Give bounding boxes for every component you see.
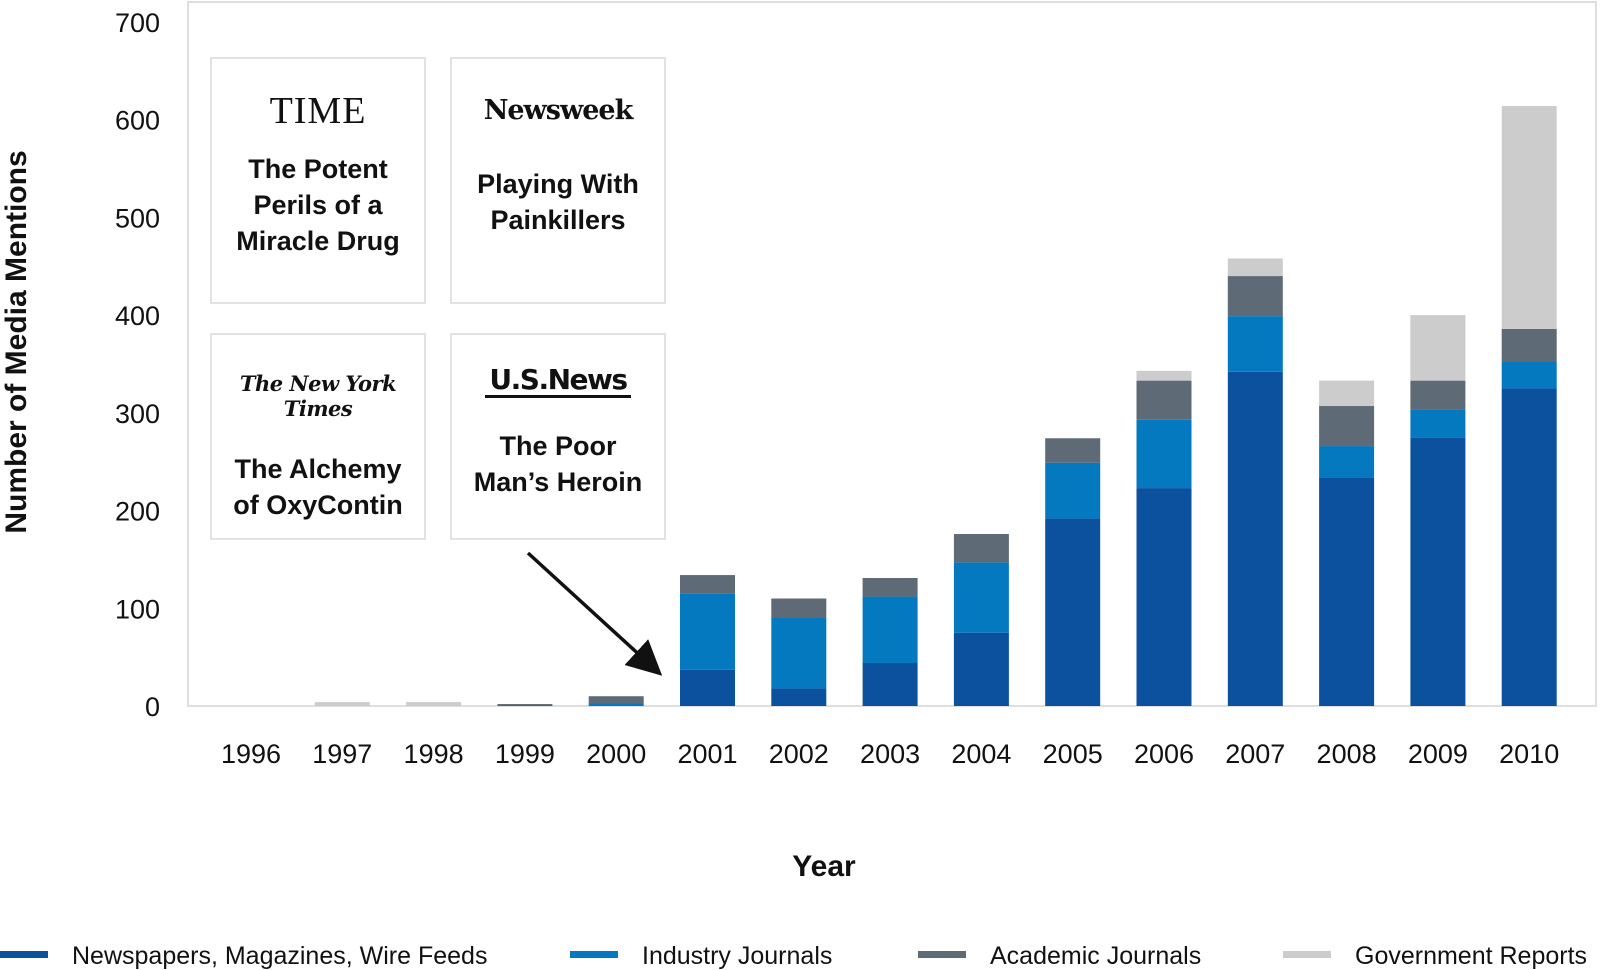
bar-segment bbox=[588, 703, 644, 706]
bar-segment bbox=[1227, 316, 1283, 372]
bar-segment bbox=[771, 617, 827, 689]
bar-segment bbox=[1045, 438, 1101, 463]
bar-segment bbox=[1227, 371, 1283, 706]
y-tick-label: 0 bbox=[145, 692, 160, 722]
bars bbox=[314, 106, 1557, 706]
legend-swatch bbox=[570, 951, 618, 958]
bar-segment bbox=[680, 575, 735, 594]
bar-segment bbox=[1136, 370, 1192, 381]
y-tick-label: 700 bbox=[115, 8, 160, 38]
x-tick-label: 2004 bbox=[951, 739, 1011, 769]
x-tick-label: 2008 bbox=[1317, 739, 1377, 769]
x-tick-label: 2002 bbox=[769, 739, 829, 769]
bar-segment bbox=[497, 705, 553, 706]
bar-segment bbox=[680, 593, 735, 670]
bar-segment bbox=[1136, 488, 1192, 706]
inset-headline-line: The Poor bbox=[499, 431, 617, 461]
bar-segment bbox=[1045, 462, 1101, 519]
legend-swatch bbox=[1283, 951, 1331, 958]
legend-swatch bbox=[918, 951, 966, 958]
bar-segment bbox=[588, 696, 644, 704]
inset-headline-line: Playing With bbox=[477, 169, 639, 199]
bar-segment bbox=[406, 702, 462, 706]
bar-segment bbox=[1227, 276, 1283, 317]
inset-headline-line: The Potent bbox=[248, 154, 388, 184]
bar-segment bbox=[862, 577, 918, 597]
bar-segment bbox=[1501, 328, 1557, 362]
inset-usnews: U.S.News The Poor Man’s Heroin bbox=[450, 333, 666, 540]
x-tick-label: 2006 bbox=[1134, 739, 1194, 769]
bar-segment bbox=[771, 598, 827, 618]
inset-time: TIME The Potent Perils of a Miracle Drug bbox=[210, 57, 426, 304]
bar-segment bbox=[771, 688, 827, 706]
inset-newsweek: Newsweek Playing With Painkillers bbox=[450, 57, 666, 304]
inset-nyt: The New York Times The Alchemy of OxyCon… bbox=[210, 333, 426, 540]
bar-segment bbox=[1410, 315, 1466, 381]
newsweek-logo: Newsweek bbox=[483, 95, 634, 126]
y-tick-label: 400 bbox=[115, 301, 160, 331]
y-axis-title: Number of Media Mentions bbox=[0, 150, 33, 533]
bar-segment bbox=[1410, 380, 1466, 410]
bar-segment bbox=[1501, 361, 1557, 389]
bar-segment bbox=[1319, 477, 1375, 706]
y-tick-label: 100 bbox=[115, 594, 160, 624]
y-tick-label: 300 bbox=[115, 399, 160, 429]
bar-segment bbox=[1501, 388, 1557, 706]
legend-label: Government Reports bbox=[1355, 942, 1587, 970]
nyt-logo: The New York Times bbox=[239, 371, 397, 421]
bar-segment bbox=[862, 663, 918, 706]
annotation-arrow bbox=[526, 551, 663, 676]
y-axis-ticks: 0 100 200 300 400 500 600 700 bbox=[115, 8, 160, 722]
legend-label: Newspapers, Magazines, Wire Feeds bbox=[72, 942, 487, 970]
bar-segment bbox=[314, 702, 370, 706]
bar-segment bbox=[680, 669, 735, 706]
bar-segment bbox=[862, 596, 918, 664]
bar-segment bbox=[1410, 437, 1466, 706]
bar-segment bbox=[1319, 446, 1375, 478]
inset-headline-line: Man’s Heroin bbox=[473, 467, 643, 497]
bar-segment bbox=[1136, 419, 1192, 489]
usnews-logo: U.S.News bbox=[485, 365, 631, 398]
x-tick-label: 2003 bbox=[860, 739, 920, 769]
legend: Newspapers, Magazines, Wire Feeds Industr… bbox=[0, 942, 1587, 970]
inset-headline-line: of OxyContin bbox=[233, 490, 403, 520]
inset-headline-line: Perils of a bbox=[253, 190, 383, 220]
x-axis-ticks: 1996 1997 1998 1999 2000 2001 2002 2003 2004 2005… bbox=[221, 739, 1559, 769]
bar-segment bbox=[1319, 380, 1375, 407]
time-logo: TIME bbox=[269, 90, 367, 132]
y-tick-label: 500 bbox=[115, 203, 160, 233]
bar-segment bbox=[1227, 258, 1283, 277]
x-tick-label: 2007 bbox=[1225, 739, 1285, 769]
x-tick-label: 2000 bbox=[586, 739, 646, 769]
y-tick-label: 600 bbox=[115, 106, 160, 136]
y-tick-label: 200 bbox=[115, 497, 160, 527]
x-axis-title: Year bbox=[792, 850, 856, 883]
legend-label: Academic Journals bbox=[990, 942, 1201, 970]
x-tick-label: 2001 bbox=[677, 739, 737, 769]
x-tick-label: 2005 bbox=[1043, 739, 1103, 769]
x-tick-label: 1998 bbox=[404, 739, 464, 769]
legend-swatch bbox=[0, 951, 48, 958]
inset-headline-line: The Alchemy bbox=[234, 454, 402, 484]
x-tick-label: 2009 bbox=[1408, 739, 1468, 769]
legend-label: Industry Journals bbox=[642, 942, 832, 970]
x-tick-label: 1997 bbox=[312, 739, 372, 769]
bar-segment bbox=[953, 534, 1009, 563]
bar-segment bbox=[1045, 518, 1101, 706]
bar-segment bbox=[953, 562, 1009, 633]
x-tick-label: 1996 bbox=[221, 739, 281, 769]
bar-segment bbox=[1501, 106, 1557, 329]
bar-segment bbox=[953, 632, 1009, 706]
inset-headline-line: Painkillers bbox=[490, 205, 626, 235]
bar-segment bbox=[1319, 406, 1375, 447]
bar-segment bbox=[1410, 409, 1466, 438]
bar-segment bbox=[497, 704, 553, 706]
inset-headline-line: Miracle Drug bbox=[236, 226, 400, 256]
bar-segment bbox=[1136, 380, 1192, 420]
x-tick-label: 2010 bbox=[1499, 739, 1559, 769]
x-tick-label: 1999 bbox=[495, 739, 555, 769]
